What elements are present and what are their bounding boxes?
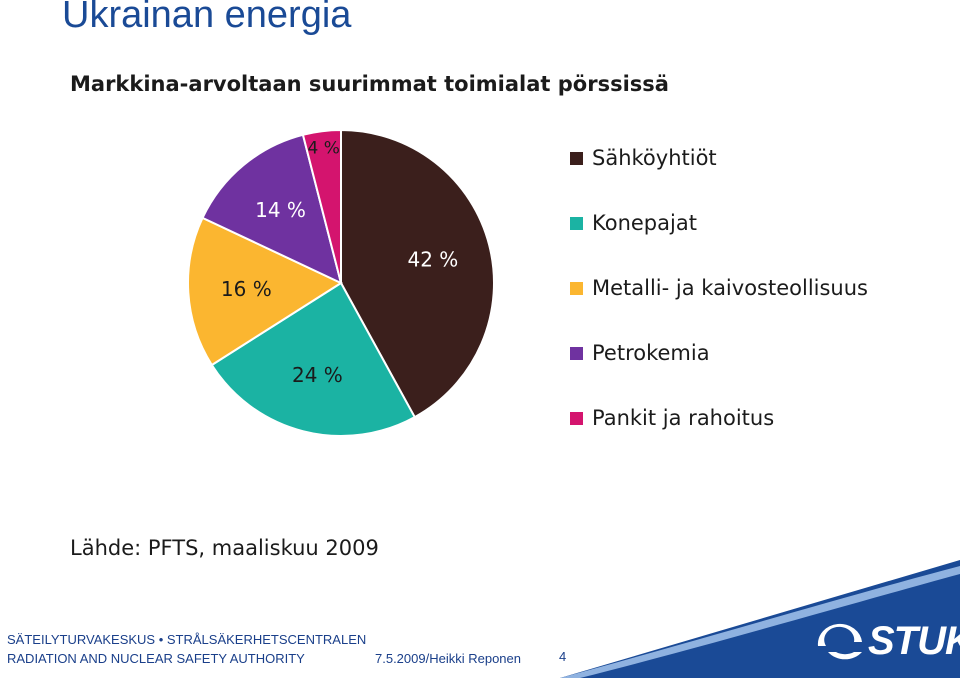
legend-label-4: Pankit ja rahoitus — [592, 406, 775, 430]
legend-item-1: Konepajat — [570, 211, 697, 235]
pie-slices — [187, 128, 495, 437]
slice-label-0: 42 % — [407, 247, 458, 271]
legend-label-3: Petrokemia — [592, 341, 710, 365]
swoosh-band — [560, 560, 960, 678]
pie-slice-1 — [210, 281, 417, 437]
legend-label-1: Konepajat — [592, 211, 697, 235]
slice-label-4: 4 % — [308, 138, 340, 158]
legend-swatch-1 — [570, 216, 583, 230]
pie-slice-2 — [187, 216, 344, 367]
slice-label-2: 16 % — [221, 277, 272, 301]
slice-label-3: 14 % — [255, 198, 306, 222]
legend-item-3: Petrokemia — [570, 341, 710, 365]
footer-org-line1: SÄTEILYTURVAKESKUS • STRÅLSÄKERHETSCENTR… — [7, 632, 367, 647]
swoosh-highlight — [560, 566, 960, 678]
legend-item-4: Pankit ja rahoitus — [570, 406, 774, 430]
legend-swatch-3 — [570, 346, 583, 360]
pie-slice-labels: 42 % 24 % 16 % 14 % 4 % — [221, 138, 458, 386]
footer-date-author: 7.5.2009/Heikki Reponen — [375, 651, 521, 666]
stuk-logo-mark-icon — [817, 623, 862, 660]
stuk-logo-text: STUK — [868, 619, 960, 663]
legend-item-2: Metalli- ja kaivosteollisuus — [570, 276, 868, 300]
legend-label-2: Metalli- ja kaivosteollisuus — [592, 276, 868, 300]
chart-title: Markkina-arvoltaan suurimmat toimialat p… — [70, 72, 669, 96]
source-note: Lähde: PFTS, maaliskuu 2009 — [70, 536, 379, 560]
slide-title: Ukrainan energia — [62, 0, 352, 36]
legend-swatch-0 — [570, 151, 583, 165]
pie-slice-0 — [340, 128, 495, 419]
legend-swatch-4 — [570, 411, 583, 425]
page-number: 4 — [559, 649, 567, 664]
slice-label-1: 24 % — [292, 363, 343, 387]
pie-slice-3 — [201, 133, 343, 285]
legend-item-0: Sähköyhtiöt — [570, 146, 717, 170]
legend-label-0: Sähköyhtiöt — [592, 146, 717, 170]
footer-org-line2: RADIATION AND NUCLEAR SAFETY AUTHORITY — [7, 651, 305, 666]
legend-swatch-2 — [570, 281, 583, 295]
pie-slice-4 — [301, 128, 342, 284]
